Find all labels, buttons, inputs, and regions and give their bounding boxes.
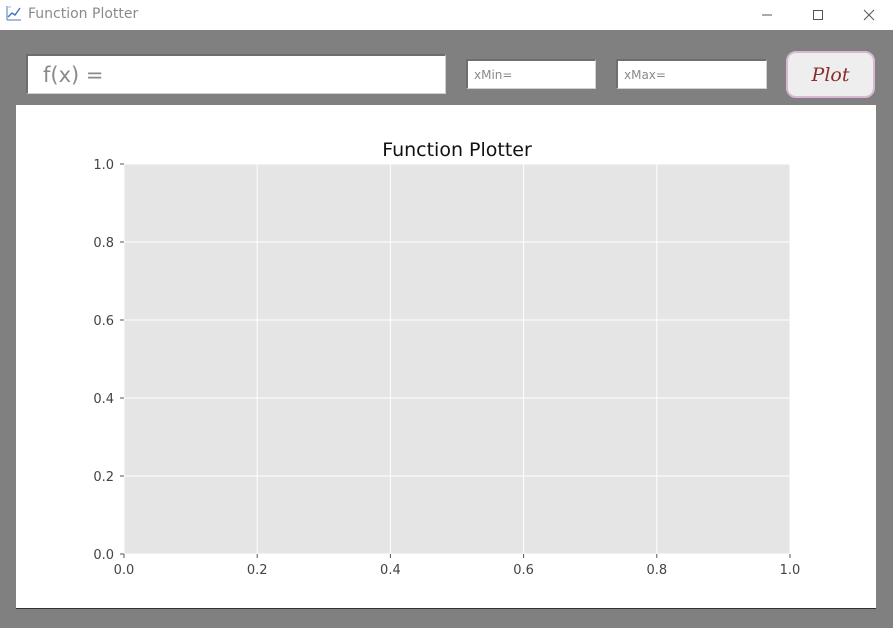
window-title: Function Plotter	[28, 6, 139, 22]
x-tick-label: 0.6	[513, 563, 534, 578]
minimize-button[interactable]	[744, 0, 790, 30]
chart-title: Function Plotter	[382, 139, 532, 161]
y-tick-label: 1.0	[93, 158, 114, 173]
plot-button[interactable]: Plot	[786, 51, 875, 98]
x-tick-label: 1.0	[780, 563, 801, 578]
x-tick-label: 0.8	[646, 563, 667, 578]
chart-line-icon	[5, 4, 23, 22]
title-bar[interactable]: Function Plotter	[0, 0, 893, 30]
x-tick-label: 0.4	[380, 563, 401, 578]
close-button[interactable]	[846, 0, 892, 30]
y-tick-label: 0.0	[93, 548, 114, 563]
xmin-input[interactable]	[466, 59, 596, 89]
y-tick-label: 0.2	[93, 470, 114, 485]
minimize-icon	[762, 14, 772, 16]
plot-canvas[interactable]: 0.0 0.2 0.4 0.6 0.8 1.0 0.0 0.2 0.4 0.6 0.8 1.0 Func…	[16, 105, 876, 609]
close-icon	[863, 9, 875, 21]
function-input[interactable]	[26, 54, 446, 94]
y-tick-label: 0.6	[93, 314, 114, 329]
y-tick-label: 0.8	[93, 236, 114, 251]
maximize-button[interactable]	[795, 0, 841, 30]
x-tick-label: 0.0	[114, 563, 135, 578]
x-tick-label: 0.2	[247, 563, 268, 578]
xmax-input[interactable]	[616, 59, 767, 89]
y-tick-label: 0.4	[93, 392, 114, 407]
maximize-icon	[813, 10, 823, 20]
chart: 0.0 0.2 0.4 0.6 0.8 1.0 0.0 0.2 0.4 0.6 0.8 1.0 Func…	[93, 139, 801, 578]
axes-background	[124, 164, 790, 554]
